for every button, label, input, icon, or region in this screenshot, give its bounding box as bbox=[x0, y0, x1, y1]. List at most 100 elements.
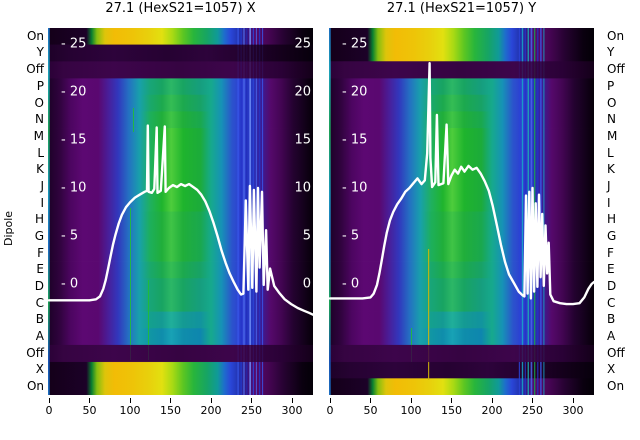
heatmap-row-e bbox=[329, 261, 594, 279]
value-tick-label-right: 5 bbox=[303, 229, 311, 244]
row-label-right-b-17: B bbox=[607, 312, 616, 327]
value-tick-label-left: - 20 bbox=[61, 85, 86, 100]
value-tick-label-left: - 5 bbox=[342, 229, 359, 244]
row-label-right-e-14: E bbox=[607, 262, 615, 277]
value-tick-label-left: - 25 bbox=[61, 37, 86, 52]
heatmap-panel-x: - 25 25 - 20 20 - 15 15 - 10 10 - 5 5 - 0 0 bbox=[47, 28, 315, 396]
row-label-left-m-6: M bbox=[33, 128, 44, 143]
heatmap-row-f bbox=[329, 244, 594, 262]
heatmap-row-m bbox=[329, 128, 594, 146]
heatmap-row-o bbox=[48, 94, 313, 112]
heatmap-stripe bbox=[148, 280, 149, 360]
row-label-right-j-9: J bbox=[607, 178, 611, 193]
row-label-left-j-9: J bbox=[40, 178, 44, 193]
row-label-left-k-8: K bbox=[36, 162, 44, 177]
heatmap-row-i bbox=[48, 194, 313, 212]
value-tick-label-right: 10 bbox=[294, 181, 311, 196]
heatmap-row-m bbox=[48, 128, 313, 146]
row-label-left-y-1: Y bbox=[36, 45, 44, 60]
row-label-right-o-4: O bbox=[607, 95, 617, 110]
heatmap-row-y bbox=[329, 44, 594, 62]
row-label-left-on-21: On bbox=[26, 379, 44, 394]
x-tick-label: 250 bbox=[241, 404, 262, 417]
x-tick-label: 200 bbox=[481, 404, 503, 417]
heatmap-row-o bbox=[329, 94, 594, 112]
heatmap-row-f bbox=[48, 244, 313, 262]
row-label-right-d-15: D bbox=[607, 279, 617, 294]
heatmap-row-d bbox=[329, 278, 594, 296]
heatmap-row-n bbox=[329, 111, 594, 129]
value-tick-label-right: 25 bbox=[294, 37, 311, 52]
heatmap-stripe bbox=[543, 28, 545, 395]
heatmap-row-l bbox=[329, 144, 594, 162]
row-label-right-i-10: I bbox=[607, 195, 611, 210]
x-tick bbox=[170, 398, 171, 403]
x-tick-label: 300 bbox=[562, 404, 584, 417]
heatmap-row-x bbox=[48, 361, 313, 379]
x-tick bbox=[210, 398, 212, 403]
value-tick-label-right: 15 bbox=[294, 133, 311, 148]
row-label-left-h-11: H bbox=[34, 212, 44, 227]
heatmap-left-edge-column bbox=[329, 28, 331, 395]
heatmap-row-off bbox=[48, 344, 313, 363]
heatmap-row-j bbox=[48, 178, 313, 196]
row-label-left-l-7: L bbox=[37, 145, 44, 160]
heatmap-row-i bbox=[329, 194, 594, 212]
heatmap-row-y bbox=[48, 44, 313, 62]
heatmap-stripe bbox=[130, 208, 131, 360]
heatmap-row-l bbox=[48, 144, 313, 162]
row-label-left-b-17: B bbox=[35, 312, 44, 327]
row-label-left-on-0: On bbox=[26, 28, 44, 43]
x-tick bbox=[129, 398, 131, 403]
value-tick-label-left: - 15 bbox=[342, 133, 367, 148]
heatmap-row-h bbox=[329, 211, 594, 229]
heatmap-row-b bbox=[329, 311, 594, 329]
row-label-left-e-14: E bbox=[36, 262, 44, 277]
x-tick bbox=[370, 398, 371, 403]
x-tick bbox=[451, 398, 452, 403]
heatmap-row-b bbox=[48, 311, 313, 329]
heatmap-stripe bbox=[518, 28, 520, 395]
x-tick-label: 0 bbox=[45, 404, 53, 417]
heatmap-stripe bbox=[237, 28, 239, 395]
heatmap-row-on bbox=[329, 28, 594, 46]
x-tick-label: 100 bbox=[119, 404, 141, 417]
row-label-right-m-6: M bbox=[607, 128, 618, 143]
value-tick-label-left: - 10 bbox=[342, 181, 367, 196]
x-tick bbox=[89, 398, 90, 403]
x-tick-label: 0 bbox=[326, 404, 334, 417]
heatmap-row-k bbox=[329, 161, 594, 179]
profile-curve-y bbox=[328, 62, 596, 306]
value-tick-label-left: - 0 bbox=[61, 277, 78, 292]
x-tick-label: 150 bbox=[160, 404, 181, 417]
row-label-right-off-19: Off bbox=[607, 345, 625, 360]
row-label-left-o-4: O bbox=[34, 95, 44, 110]
heatmap-canvas-x: - 25 25 - 20 20 - 15 15 - 10 10 - 5 5 - 0 0 bbox=[47, 28, 315, 396]
row-label-left-p-3: P bbox=[36, 78, 44, 93]
heatmap-stripe bbox=[240, 28, 242, 395]
x-tick bbox=[572, 398, 574, 403]
value-tick-label-left: - 25 bbox=[342, 37, 367, 52]
x-tick bbox=[48, 398, 50, 403]
row-label-right-l-7: L bbox=[607, 145, 614, 160]
x-tick bbox=[532, 398, 533, 403]
heatmap-row-x bbox=[329, 361, 594, 379]
heatmap-row-k bbox=[48, 161, 313, 179]
heatmap-panel-y: - 25 - 20 - 15 - 10 - 5 - 0 bbox=[328, 28, 596, 396]
heatmap-row-on bbox=[48, 378, 313, 396]
heatmap-row-g bbox=[329, 228, 594, 246]
heatmap-stripe bbox=[255, 28, 257, 395]
heatmap-row-a bbox=[329, 328, 594, 346]
row-label-right-h-11: H bbox=[607, 212, 617, 227]
profile-curve-x bbox=[47, 124, 315, 316]
heatmap-row-off bbox=[48, 61, 313, 79]
heatmap-canvas-y: - 25 - 20 - 15 - 10 - 5 - 0 bbox=[328, 28, 596, 396]
heatmap-stripe bbox=[243, 28, 245, 395]
value-tick-label-left: - 10 bbox=[61, 181, 86, 196]
heatmap-row-e bbox=[48, 261, 313, 279]
x-tick-label: 250 bbox=[522, 404, 543, 417]
row-label-left-a-18: A bbox=[35, 329, 44, 344]
value-tick-label-right: 0 bbox=[303, 277, 311, 292]
row-label-left-off-2: Off bbox=[26, 62, 44, 77]
